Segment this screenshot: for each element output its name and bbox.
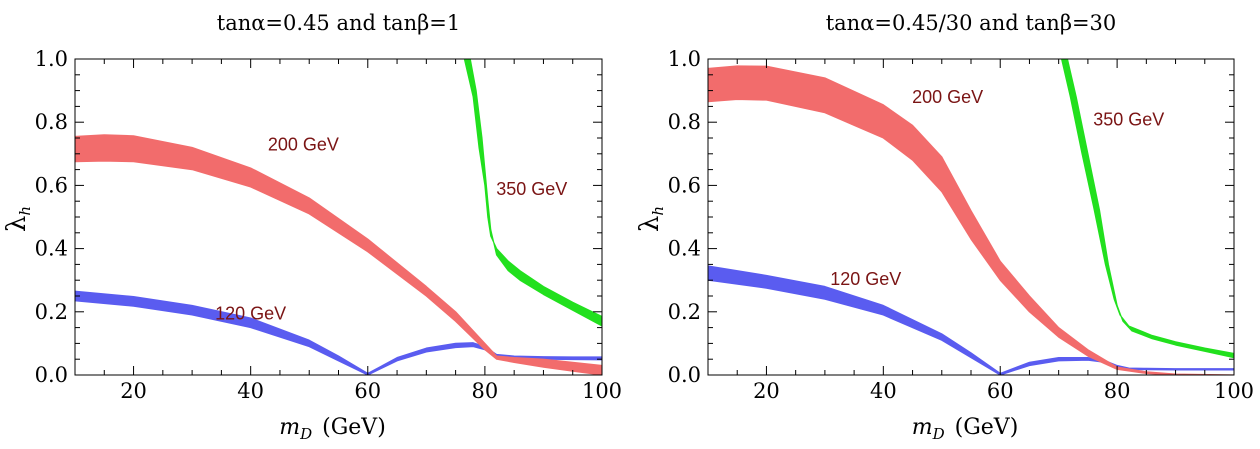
x-tick-label: 40 (237, 379, 264, 403)
x-axis-label-symbol: m (279, 415, 300, 440)
band-label-200-gev: 200 GeV (912, 87, 983, 107)
y-axis-label: λh (2, 206, 34, 232)
band-120-gev (708, 265, 1234, 375)
x-axis-label-subscript: D (932, 425, 945, 443)
y-axis-label-subscript: h (16, 206, 34, 216)
chart-title: tanα=0.45 and tanβ=1 (217, 11, 460, 35)
x-tick-label: 60 (987, 379, 1014, 403)
x-axis-label: mD (GeV) (912, 415, 1019, 443)
x-axis-label: mD (GeV) (279, 415, 386, 443)
x-axis-label-subscript: D (299, 425, 312, 443)
x-axis-label-symbol: m (912, 415, 933, 440)
y-tick-label: 0.4 (35, 237, 68, 261)
right-panel: 120 GeV 200 GeV 350 GeV 20 40 60 80 100 0.0 0.2 0.… (635, 11, 1254, 443)
plot-data (708, 59, 1234, 375)
band-350-gev (1060, 59, 1234, 359)
band-200-gev (75, 134, 602, 375)
x-tick-label: 80 (1104, 379, 1131, 403)
x-tick-label: 100 (1214, 379, 1254, 403)
y-axis-label-subscript: h (649, 206, 667, 216)
y-tick-label: 0.8 (668, 110, 701, 134)
x-tick-label: 60 (354, 379, 381, 403)
y-tick-label: 1.0 (668, 47, 701, 71)
axis-ticks (74, 58, 603, 376)
band-200-gev (708, 65, 1234, 375)
x-axis-label-units: (GeV) (322, 415, 386, 440)
x-axis-label-units: (GeV) (955, 415, 1019, 440)
y-tick-label: 0.6 (668, 173, 701, 197)
band-label-120-gev: 120 GeV (215, 304, 286, 324)
y-tick-label: 0.4 (668, 237, 701, 261)
y-axis-label: λh (635, 206, 667, 232)
x-tick-label: 40 (870, 379, 897, 403)
axis-ticks (707, 58, 1235, 376)
band-label-120-gev: 120 GeV (830, 269, 901, 289)
x-tick-label: 80 (472, 379, 499, 403)
chart-title: tanα=0.45/30 and tanβ=30 (826, 11, 1117, 35)
plot-frame (74, 58, 603, 376)
y-tick-label: 0.6 (35, 173, 68, 197)
y-tick-label: 0.0 (668, 363, 701, 387)
left-panel: 120 GeV 200 GeV 350 GeV 20 40 60 80 100 0.0 0.2 0.… (2, 11, 622, 443)
y-tick-label: 0.8 (35, 110, 68, 134)
y-tick-label: 1.0 (35, 47, 68, 71)
x-tick-label: 20 (753, 379, 780, 403)
x-tick-label: 20 (120, 379, 147, 403)
y-axis-label-symbol: λ (635, 216, 665, 232)
y-axis-label-symbol: λ (2, 216, 32, 232)
y-tick-label: 0.2 (35, 300, 68, 324)
band-label-350-gev: 350 GeV (1093, 109, 1164, 129)
plot-data (75, 59, 602, 375)
band-120-gev (75, 290, 602, 375)
band-350-gev (463, 59, 602, 327)
band-label-200-gev: 200 GeV (268, 135, 339, 155)
x-tick-label: 100 (582, 379, 622, 403)
band-label-350-gev: 350 GeV (496, 179, 567, 199)
y-tick-label: 0.0 (35, 363, 68, 387)
y-tick-label: 0.2 (668, 300, 701, 324)
